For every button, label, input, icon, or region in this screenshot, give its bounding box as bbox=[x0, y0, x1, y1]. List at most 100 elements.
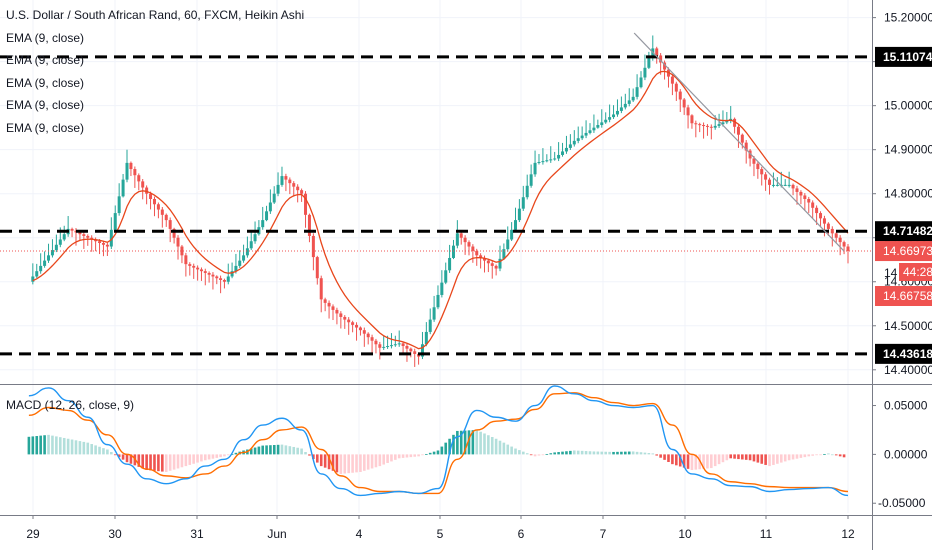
candle-body bbox=[156, 204, 160, 210]
histogram-bar bbox=[66, 438, 70, 455]
candle-body bbox=[467, 242, 471, 247]
histogram-bar bbox=[378, 454, 382, 467]
histogram-bar bbox=[803, 454, 807, 458]
histogram-bar bbox=[323, 454, 327, 468]
histogram-bar bbox=[675, 454, 678, 466]
candle-body bbox=[612, 114, 616, 118]
histogram-bar bbox=[768, 454, 771, 467]
histogram-bar bbox=[733, 454, 736, 459]
histogram-bar bbox=[102, 448, 105, 455]
histogram-bar bbox=[748, 454, 752, 461]
histogram-bar bbox=[456, 430, 459, 455]
candle-body bbox=[705, 125, 709, 127]
ema-indicator-2[interactable]: EMA (9, close) bbox=[6, 53, 85, 68]
time-tick-label: 4 bbox=[356, 527, 363, 541]
candle-body bbox=[160, 209, 164, 215]
histogram-bar bbox=[643, 452, 647, 455]
histogram-bar bbox=[176, 454, 180, 469]
candle-body bbox=[152, 198, 156, 205]
histogram-bar bbox=[576, 450, 580, 455]
candle-body bbox=[129, 162, 133, 170]
histogram-bar bbox=[203, 454, 207, 461]
price-label-bg bbox=[875, 286, 932, 306]
histogram-bar bbox=[620, 451, 623, 455]
histogram-bar bbox=[234, 452, 238, 455]
histogram-bar bbox=[616, 451, 619, 455]
candle-body bbox=[62, 234, 66, 240]
histogram-bar bbox=[494, 438, 498, 455]
histogram-bar bbox=[490, 436, 494, 455]
candle-body bbox=[184, 255, 188, 265]
grid-lines bbox=[0, 0, 872, 513]
candle-body bbox=[600, 122, 604, 126]
histogram-bar bbox=[624, 451, 627, 455]
candle-body bbox=[807, 198, 811, 203]
histogram-bar bbox=[86, 442, 90, 455]
ema-indicator-4[interactable]: EMA (9, close) bbox=[6, 98, 85, 113]
histogram-bar bbox=[842, 454, 846, 458]
macd-line bbox=[28, 385, 849, 497]
candle-body bbox=[702, 125, 706, 127]
candle-body bbox=[486, 260, 490, 264]
candle-body bbox=[674, 83, 678, 92]
candle-body bbox=[764, 174, 768, 180]
histogram-bar bbox=[479, 431, 482, 455]
candle-body bbox=[830, 228, 834, 234]
candle-body bbox=[682, 99, 686, 108]
candle-body bbox=[409, 348, 413, 352]
candle-body bbox=[215, 276, 219, 279]
histogram-bar bbox=[331, 454, 335, 471]
histogram-bar bbox=[545, 453, 549, 455]
histogram-bar bbox=[541, 454, 545, 456]
candle-body bbox=[643, 67, 647, 78]
histogram-bar bbox=[300, 448, 303, 455]
candle-body bbox=[663, 62, 667, 70]
ema-indicator-5[interactable]: EMA (9, close) bbox=[6, 120, 85, 135]
level-price-label: 15.11074 bbox=[883, 50, 932, 64]
histogram-bar bbox=[819, 454, 822, 456]
candle-body bbox=[608, 117, 612, 120]
candle-body bbox=[176, 237, 180, 247]
histogram-bar bbox=[339, 454, 343, 474]
level-price-label: 14.71482 bbox=[883, 224, 932, 238]
macd-legend[interactable]: MACD (12, 26, close, 9) bbox=[6, 398, 135, 412]
candle-body bbox=[639, 77, 643, 88]
histogram-bar bbox=[347, 454, 350, 474]
signal-line bbox=[28, 392, 849, 495]
level-price-label-bg bbox=[875, 221, 932, 242]
candle-body bbox=[553, 158, 557, 160]
candle-body bbox=[70, 228, 74, 231]
ema-indicator-3[interactable]: EMA (9, close) bbox=[6, 75, 85, 90]
candle-body bbox=[475, 250, 479, 256]
histogram-bar bbox=[215, 454, 219, 458]
candle-body bbox=[783, 184, 787, 186]
candle-body bbox=[494, 265, 498, 269]
histogram-bar bbox=[580, 450, 584, 455]
candle-body bbox=[436, 294, 440, 308]
countdown-partial-price: 14 bbox=[884, 266, 898, 280]
candle-body bbox=[557, 154, 561, 159]
histogram-bar bbox=[756, 454, 760, 463]
candle-body bbox=[424, 331, 428, 345]
candle-body bbox=[113, 213, 117, 230]
histogram-bar bbox=[588, 451, 592, 455]
countdown-label: 44:28 bbox=[903, 265, 932, 279]
ema-indicator-1[interactable]: EMA (9, close) bbox=[6, 30, 85, 45]
histogram-bar bbox=[113, 454, 117, 456]
histogram-bar bbox=[335, 454, 339, 473]
candle-body bbox=[748, 150, 752, 159]
histogram-bar bbox=[663, 454, 666, 460]
histogram-bar bbox=[219, 454, 222, 458]
candle-body bbox=[393, 344, 397, 346]
candle-body bbox=[584, 132, 588, 136]
histogram-bar bbox=[741, 454, 744, 460]
histogram-bar bbox=[838, 454, 842, 457]
histogram-bar bbox=[600, 451, 604, 455]
macd-tick-label: 0.05000 bbox=[884, 399, 928, 413]
candle-body bbox=[105, 244, 109, 247]
histogram-bar bbox=[94, 445, 97, 455]
histogram-bar bbox=[343, 454, 347, 474]
candle-body bbox=[791, 184, 795, 189]
